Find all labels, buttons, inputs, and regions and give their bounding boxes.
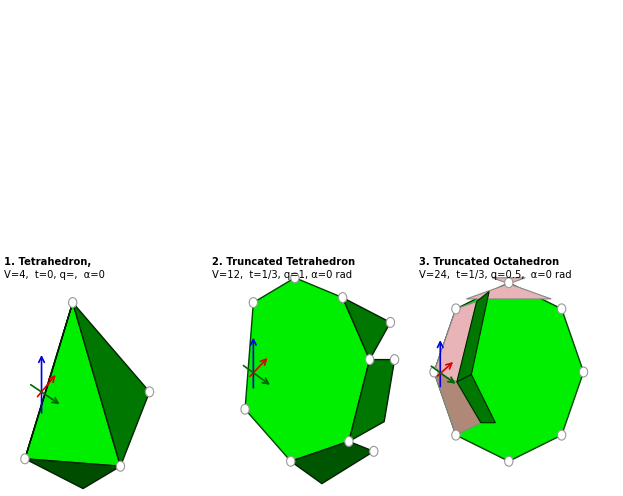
Circle shape <box>505 278 513 288</box>
Polygon shape <box>25 303 120 466</box>
Text: V=24,  t=1/3, q=0.5,  α=0 rad: V=24, t=1/3, q=0.5, α=0 rad <box>419 270 572 280</box>
Circle shape <box>505 456 513 466</box>
Circle shape <box>366 355 374 365</box>
Circle shape <box>558 304 566 314</box>
Circle shape <box>117 461 125 471</box>
Circle shape <box>579 367 587 377</box>
Polygon shape <box>73 303 150 466</box>
Polygon shape <box>291 441 374 484</box>
Circle shape <box>430 367 438 377</box>
Circle shape <box>338 293 347 303</box>
Polygon shape <box>434 283 584 461</box>
Polygon shape <box>25 303 73 459</box>
Circle shape <box>345 436 353 446</box>
Polygon shape <box>25 459 120 489</box>
Circle shape <box>452 430 460 440</box>
Circle shape <box>386 317 394 327</box>
Polygon shape <box>434 302 477 382</box>
Circle shape <box>69 298 77 308</box>
Text: 1. Tetrahedron,: 1. Tetrahedron, <box>4 257 92 267</box>
Circle shape <box>391 355 399 365</box>
Circle shape <box>145 387 154 397</box>
Circle shape <box>249 298 257 308</box>
Circle shape <box>287 456 295 466</box>
Circle shape <box>21 454 29 464</box>
Circle shape <box>291 273 299 283</box>
Polygon shape <box>349 360 394 441</box>
Circle shape <box>369 446 378 456</box>
Polygon shape <box>343 298 391 360</box>
Text: V=4,  t=0, q=,  α=0: V=4, t=0, q=, α=0 <box>4 270 105 280</box>
Circle shape <box>241 404 249 414</box>
Polygon shape <box>434 372 481 435</box>
Polygon shape <box>245 278 369 461</box>
Polygon shape <box>457 374 495 423</box>
Polygon shape <box>457 292 489 382</box>
Polygon shape <box>466 278 551 299</box>
Text: 2. Truncated Tetrahedron: 2. Truncated Tetrahedron <box>212 257 355 267</box>
Circle shape <box>452 304 460 314</box>
Text: V=12,  t=1/3, q=1, α=0 rad: V=12, t=1/3, q=1, α=0 rad <box>212 270 352 280</box>
Text: 3. Truncated Octahedron: 3. Truncated Octahedron <box>419 257 559 267</box>
Circle shape <box>558 430 566 440</box>
